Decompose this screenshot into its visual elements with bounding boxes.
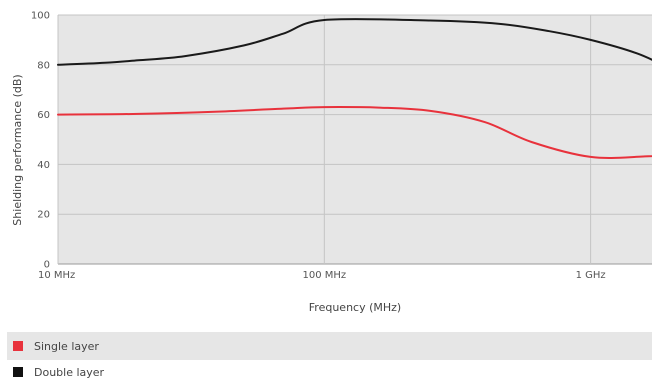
legend-swatch-double-layer [13,367,23,377]
series-lines [57,18,652,159]
y-tick-label: 80 [37,60,50,71]
y-tick-labels: 0 20 40 60 80 100 [31,11,50,271]
legend-item-single-layer: Single layer [7,332,652,360]
series-line-double-layer [57,18,652,66]
legend-swatch-single-layer [13,341,23,351]
y-tick-label: 40 [37,160,50,171]
legend-label-single-layer: Single layer [34,339,99,353]
plot-background [58,15,652,264]
x-tick-label: 10 MHz [38,270,75,281]
x-tick-label: 100 MHz [302,270,346,281]
y-tick-label: 0 [44,260,50,271]
y-tick-label: 100 [31,11,50,22]
y-tick-label: 60 [37,110,50,121]
series-line-single-layer [57,106,652,159]
legend-label-double-layer: Double layer [34,365,105,379]
y-axis-title: Shielding performance (dB) [11,74,24,225]
y-tick-label: 20 [37,210,50,221]
legend-item-double-layer: Double layer [7,362,652,382]
y-gridlines [58,14,652,265]
x-tick-label: 1 GHz [576,270,606,281]
x-gridlines [57,15,592,264]
x-axis-title: Frequency (MHz) [309,301,401,314]
